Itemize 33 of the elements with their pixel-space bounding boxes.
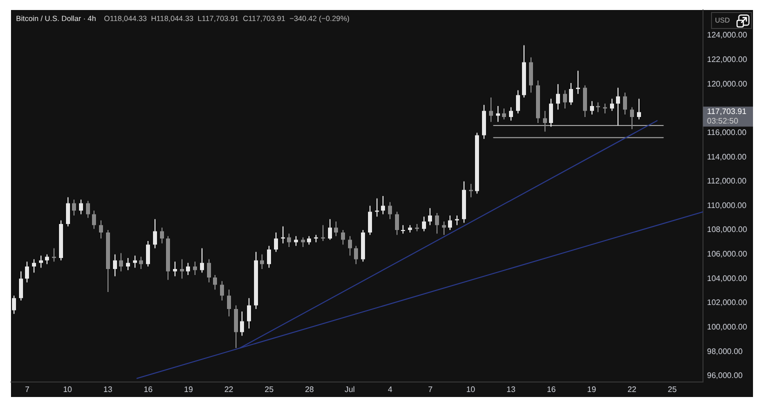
x-tick-label: 16 (144, 385, 154, 394)
y-tick-label: 102,000.00 (707, 298, 748, 308)
x-tick-label: 28 (304, 385, 314, 394)
x-tick-label: 25 (264, 385, 274, 394)
x-tick-label: 10 (63, 385, 73, 394)
x-tick-label: 22 (224, 385, 234, 394)
y-tick-label: 114,000.00 (707, 152, 747, 162)
y-tick-label: 98,000.00 (707, 346, 744, 356)
y-tick-label: 122,000.00 (707, 55, 748, 64)
x-tick-label: 16 (546, 385, 556, 394)
x-tick-label: 25 (668, 385, 678, 394)
y-tick-label: 124,000.00 (707, 30, 748, 40)
y-tick-label: 110,000.00 (707, 200, 747, 210)
x-tick-label: 13 (506, 385, 516, 394)
x-tick-label: 19 (184, 385, 194, 394)
x-tick-label: 4 (388, 385, 393, 394)
y-tick-label: 106,000.00 (707, 250, 748, 259)
y-tick-label: 96,000.00 (707, 371, 744, 380)
y-tick-label: 112,000.00 (707, 176, 747, 186)
x-tick-label: 7 (25, 385, 30, 394)
x-tick-label: 10 (466, 385, 476, 394)
y-tick-label: 104,000.00 (707, 274, 748, 283)
y-tick-label: 108,000.00 (707, 225, 748, 234)
text: 117,703.91 (707, 106, 747, 116)
x-tick-label: 19 (587, 385, 597, 394)
x-tick-label: Jul (344, 385, 356, 394)
x-tick-label: 7 (428, 385, 434, 394)
y-tick-label: 100,000.00 (707, 322, 748, 332)
x-tick-label: 13 (103, 385, 113, 394)
y-tick-label: 120,000.00 (707, 79, 748, 88)
text: 03:52:50 (707, 116, 739, 126)
y-tick-label: 116,000.00 (707, 128, 747, 137)
x-tick-label: 22 (627, 385, 637, 394)
